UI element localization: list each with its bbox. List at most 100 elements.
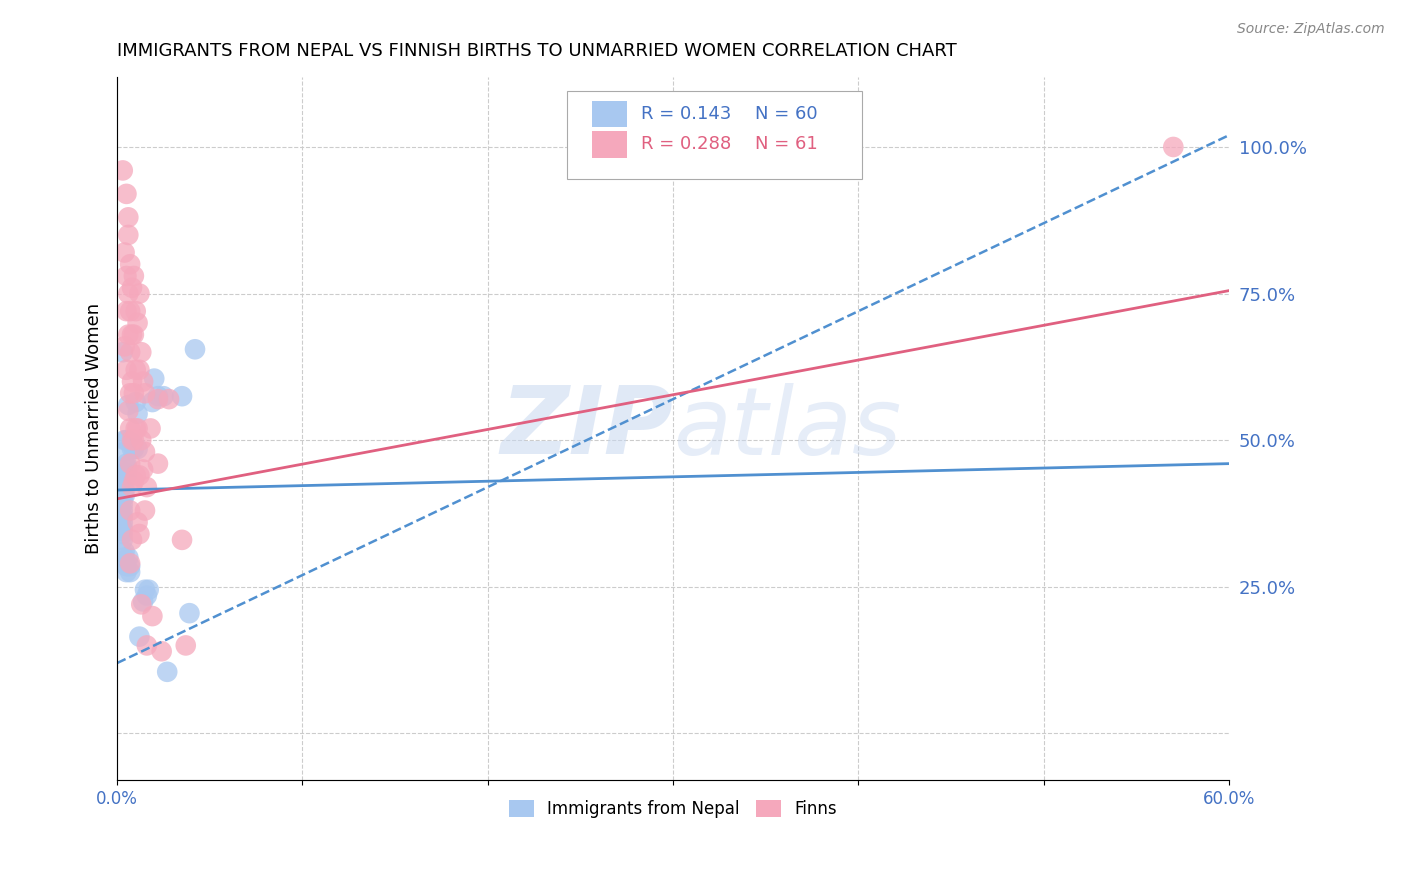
Point <box>120 257 142 271</box>
Point <box>111 533 134 547</box>
Point <box>184 343 207 357</box>
Point <box>120 386 142 401</box>
Point <box>125 304 148 318</box>
Point <box>115 468 138 483</box>
Point <box>134 503 156 517</box>
Point <box>120 421 142 435</box>
Point <box>122 386 145 401</box>
Point <box>135 589 157 603</box>
Point <box>1163 140 1185 154</box>
Point <box>122 268 145 283</box>
Point <box>115 457 138 471</box>
Point <box>117 398 139 412</box>
Point <box>114 544 136 558</box>
Text: N = 60: N = 60 <box>755 105 818 123</box>
Point <box>146 392 169 406</box>
Point <box>114 471 136 485</box>
Legend: Immigrants from Nepal, Finns: Immigrants from Nepal, Finns <box>502 793 844 825</box>
Point <box>135 480 157 494</box>
Point <box>117 211 139 225</box>
Point <box>110 483 132 497</box>
Point <box>110 491 132 506</box>
Point <box>122 433 145 447</box>
Point <box>111 491 134 506</box>
Point <box>117 286 139 301</box>
Point <box>117 550 139 565</box>
Point <box>120 557 142 571</box>
Point <box>132 462 155 476</box>
Point <box>115 565 138 579</box>
Point <box>115 304 138 318</box>
Point <box>111 163 134 178</box>
Point <box>127 316 149 330</box>
Point <box>114 489 136 503</box>
Text: R = 0.288: R = 0.288 <box>641 136 731 153</box>
Point <box>132 375 155 389</box>
Point <box>128 630 150 644</box>
Point <box>127 516 149 530</box>
Point <box>120 503 142 517</box>
Point <box>125 421 148 435</box>
Point <box>128 286 150 301</box>
Point <box>128 363 150 377</box>
Point <box>170 533 193 547</box>
Point <box>115 433 138 447</box>
Point <box>121 433 143 447</box>
Bar <box>592 101 627 128</box>
Point <box>134 445 156 459</box>
Point <box>120 559 142 574</box>
Point <box>111 509 134 524</box>
Point <box>111 516 134 530</box>
Point <box>132 594 155 608</box>
Point <box>115 186 138 201</box>
Point <box>122 442 145 456</box>
Point <box>129 433 152 447</box>
Point <box>115 466 138 480</box>
Point <box>115 268 138 283</box>
Point <box>110 509 132 524</box>
Point <box>150 644 173 658</box>
Text: Source: ZipAtlas.com: Source: ZipAtlas.com <box>1237 22 1385 37</box>
Point <box>120 565 142 579</box>
Point <box>110 500 132 515</box>
Point <box>120 304 142 318</box>
Text: IMMIGRANTS FROM NEPAL VS FINNISH BIRTHS TO UNMARRIED WOMEN CORRELATION CHART: IMMIGRANTS FROM NEPAL VS FINNISH BIRTHS … <box>117 42 957 60</box>
Point <box>110 524 132 538</box>
Point <box>139 421 162 435</box>
Point <box>143 371 166 385</box>
Point <box>127 407 149 421</box>
Point <box>129 598 152 612</box>
Point <box>108 483 131 497</box>
Point <box>111 527 134 541</box>
Point <box>111 486 134 500</box>
Point <box>157 392 180 406</box>
Text: R = 0.143: R = 0.143 <box>641 105 731 123</box>
Point <box>135 639 157 653</box>
Point <box>121 480 143 494</box>
Point <box>146 457 169 471</box>
Point <box>134 582 156 597</box>
Point <box>174 639 197 653</box>
Point <box>128 527 150 541</box>
Point <box>122 474 145 488</box>
Point <box>115 363 138 377</box>
Point <box>125 468 148 483</box>
Point <box>117 404 139 418</box>
Point <box>134 386 156 401</box>
Point <box>122 327 145 342</box>
Point <box>127 442 149 456</box>
Y-axis label: Births to Unmarried Women: Births to Unmarried Women <box>86 303 103 554</box>
Point <box>121 375 143 389</box>
Point <box>125 395 148 409</box>
FancyBboxPatch shape <box>568 91 862 178</box>
Point <box>129 345 152 359</box>
Point <box>111 480 134 494</box>
Point <box>115 459 138 474</box>
Text: N = 61: N = 61 <box>755 136 818 153</box>
Point <box>114 339 136 353</box>
Point <box>138 582 160 597</box>
Point <box>114 445 136 459</box>
Point <box>114 245 136 260</box>
Point <box>141 609 163 624</box>
Point <box>111 345 134 359</box>
